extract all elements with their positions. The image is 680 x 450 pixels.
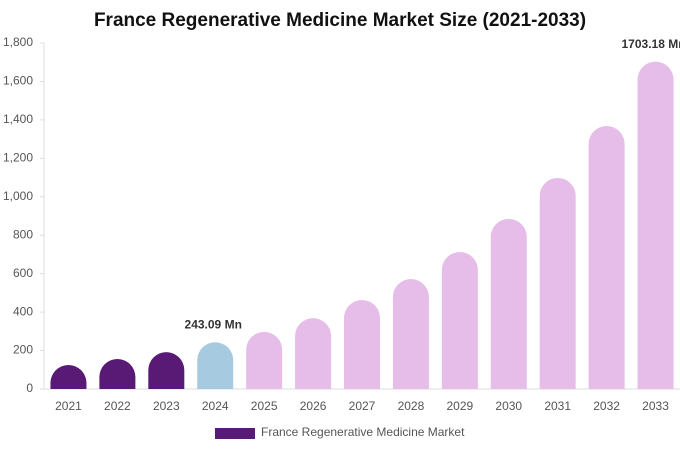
y-tick-label: 400 — [13, 304, 33, 318]
y-tick-label: 200 — [13, 343, 33, 357]
y-tick-label: 1,800 — [3, 35, 33, 49]
y-tick-label: 800 — [13, 227, 33, 241]
y-tick-label: 1,200 — [3, 151, 33, 165]
x-tick-label: 2029 — [446, 399, 473, 413]
bar — [148, 352, 185, 389]
y-tick-label: 1,600 — [3, 74, 33, 88]
bar — [441, 251, 478, 389]
bar — [490, 218, 527, 389]
x-tick-label: 2024 — [202, 399, 229, 413]
x-tick-label: 2022 — [104, 399, 131, 413]
bar — [392, 279, 429, 389]
y-tick-label: 1,000 — [3, 189, 33, 203]
x-tick-label: 2026 — [300, 399, 327, 413]
x-tick-label: 2028 — [398, 399, 425, 413]
bar — [344, 300, 380, 389]
y-tick-label: 0 — [26, 381, 33, 395]
y-tick-label: 600 — [13, 266, 33, 280]
bar — [539, 177, 576, 389]
bar — [50, 364, 87, 389]
x-tick-label: 2025 — [251, 399, 278, 413]
bar — [588, 126, 625, 390]
chart-title: France Regenerative Medicine Market Size… — [94, 10, 586, 31]
x-tick-label: 2023 — [153, 399, 180, 413]
value-label: 1703.18 Mn — [622, 37, 680, 51]
x-tick-label: 2031 — [544, 399, 571, 413]
bar — [246, 331, 283, 389]
legend-label: France Regenerative Medicine Market — [261, 425, 465, 439]
legend-swatch — [215, 428, 255, 439]
bar — [295, 318, 332, 389]
bar — [99, 359, 136, 389]
x-tick-label: 2030 — [495, 399, 522, 413]
bar — [197, 342, 234, 389]
y-tick-label: 1,400 — [3, 112, 33, 126]
bar — [637, 61, 674, 389]
x-tick-label: 2027 — [349, 399, 376, 413]
x-tick-label: 2032 — [593, 399, 620, 413]
value-label: 243.09 Mn — [185, 317, 242, 331]
x-tick-label: 2021 — [55, 399, 82, 413]
x-tick-label: 2033 — [642, 399, 669, 413]
